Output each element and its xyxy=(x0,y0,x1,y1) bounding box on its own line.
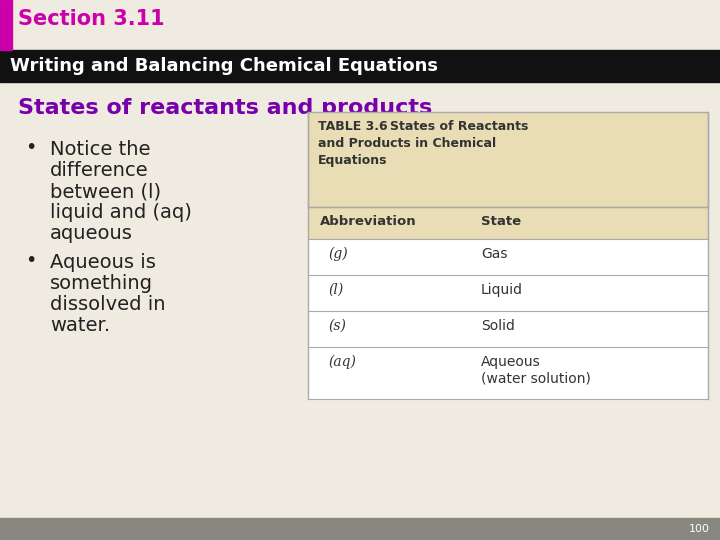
Bar xyxy=(0,0,720,50)
Text: Aqueous is: Aqueous is xyxy=(50,253,156,272)
Text: aqueous: aqueous xyxy=(50,224,133,243)
Text: (g): (g) xyxy=(328,247,348,261)
Text: Solid: Solid xyxy=(481,319,515,333)
Text: (l): (l) xyxy=(328,283,343,297)
Bar xyxy=(308,275,708,311)
Text: Writing and Balancing Chemical Equations: Writing and Balancing Chemical Equations xyxy=(10,57,438,75)
Text: Equations: Equations xyxy=(318,154,387,167)
Text: States of Reactants: States of Reactants xyxy=(390,120,528,133)
Text: Liquid: Liquid xyxy=(481,283,523,297)
Text: TABLE 3.6: TABLE 3.6 xyxy=(318,120,387,133)
Text: dissolved in: dissolved in xyxy=(50,295,166,314)
Text: water.: water. xyxy=(50,316,110,335)
Bar xyxy=(308,311,708,347)
Bar xyxy=(308,239,708,275)
Bar xyxy=(308,112,708,207)
Text: Notice the: Notice the xyxy=(50,140,150,159)
Text: •: • xyxy=(25,251,37,270)
Text: something: something xyxy=(50,274,153,293)
Text: State: State xyxy=(481,215,521,228)
Bar xyxy=(0,50,720,82)
Text: difference: difference xyxy=(50,161,148,180)
Text: Section 3.11: Section 3.11 xyxy=(18,9,165,29)
Text: (aq): (aq) xyxy=(328,355,356,369)
Text: Abbreviation: Abbreviation xyxy=(320,215,417,228)
Text: between (l): between (l) xyxy=(50,182,161,201)
Text: and Products in Chemical: and Products in Chemical xyxy=(318,137,496,150)
Text: •: • xyxy=(25,138,37,157)
Text: Gas: Gas xyxy=(481,247,508,261)
Bar xyxy=(0,518,720,540)
Text: States of reactants and products: States of reactants and products xyxy=(18,98,432,118)
Text: 100: 100 xyxy=(689,524,710,534)
Text: (s): (s) xyxy=(328,319,346,333)
Bar xyxy=(308,347,708,399)
Bar xyxy=(0,0,12,50)
Bar xyxy=(308,207,708,239)
Text: Aqueous
(water solution): Aqueous (water solution) xyxy=(481,355,591,385)
Text: liquid and (aq): liquid and (aq) xyxy=(50,203,192,222)
